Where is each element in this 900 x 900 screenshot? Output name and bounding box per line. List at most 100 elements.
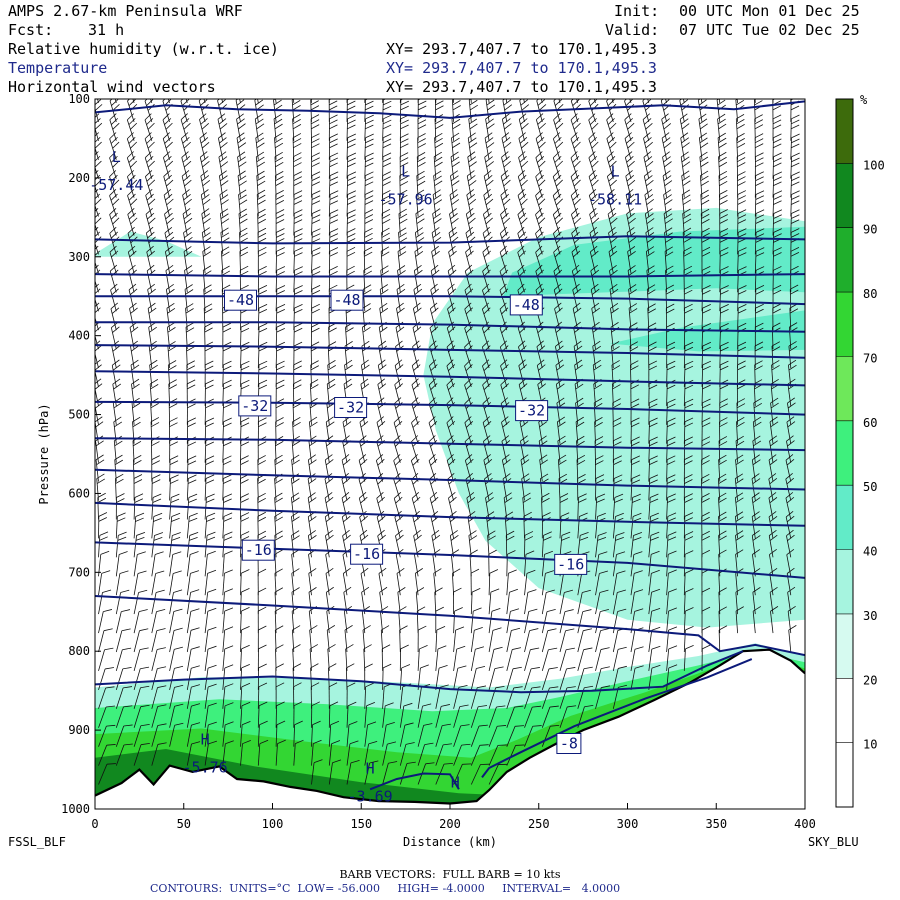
wind-barb-986 [571,208,582,236]
wind-barb-511 [346,171,357,198]
colorbar-swatch-1 [836,678,853,743]
wind-barb-505 [328,759,342,785]
wind-barb-1128 [648,398,658,425]
wind-barb-899 [524,531,534,558]
contour-label-9: -8 [556,733,582,754]
wind-barb-824 [485,492,494,520]
wind-barb-24 [98,531,109,558]
wind-barb-333 [257,246,267,274]
wind-barb-141 [151,685,167,709]
y-tick-label-7: 800 [68,644,90,658]
wind-barb-583 [382,133,392,160]
wind-barb-749 [447,473,456,501]
humidity-region-4 [95,231,202,257]
wind-barb-843 [501,151,511,179]
wind-barb-118 [146,245,156,274]
field-label-temperature: Temperature [8,59,108,77]
wind-barb-874 [506,744,525,766]
wind-barb-187 [182,208,193,236]
y-tick-label-3: 400 [68,329,90,343]
wind-barb-213 [186,703,201,728]
colorbar-label-2: 30 [863,609,877,623]
wind-barb-1374 [785,454,795,482]
wind-barb-108 [133,743,150,766]
wind-barb-756 [453,607,463,634]
wind-barb-1315 [752,435,762,463]
x-tick-label-2: 100 [262,817,284,831]
wind-barb-219 [199,132,210,160]
wind-barb-31 [98,667,115,691]
wind-barb-613 [382,702,394,728]
wind-barb-1146 [661,132,672,160]
wind-barb-308 [240,455,249,482]
wind-barb-67 [115,647,132,672]
wind-barb-836 [488,725,507,747]
wind-barb-1299 [754,133,764,160]
wind-barb-323 [240,740,251,766]
wind-barb-1043 [595,647,610,671]
wind-barb-582 [382,114,392,141]
wind-barb-355 [257,663,267,690]
wind-barb-476 [328,209,339,236]
wind-barb-759 [453,665,467,690]
wind-barb-1174 [666,664,678,690]
wind-barb-943 [541,705,559,728]
wind-barb-1035 [595,493,606,520]
wind-barb-1130 [648,436,658,463]
wind-barb-969 [559,531,571,558]
wind-barb-917 [535,208,546,236]
wind-barb-1351 [769,567,778,596]
wind-barb-849 [499,264,509,293]
wind-barb-78 [127,170,138,198]
wind-barb-1126 [648,360,658,387]
wind-barb-546 [364,133,374,160]
wind-barb-66 [115,628,131,653]
wind-barb-695 [433,151,443,179]
wind-barb-287 [222,740,234,766]
x-tick-label-8: 400 [794,817,816,831]
wind-barb-1003 [577,531,589,558]
wind-barb-243 [204,588,217,615]
wind-barb-832 [488,646,503,671]
wind-barb-975 [559,647,575,672]
wind-barb-777 [464,302,473,331]
wind-barb-1352 [769,586,778,615]
wind-barb-171 [169,570,182,596]
wind-barb-127 [150,417,160,444]
wind-barb-801 [470,763,490,785]
wind-barb-154 [165,245,174,274]
wind-barb-1179 [680,151,691,179]
wind-barb-1027 [592,340,602,369]
wind-barb-584 [382,152,392,179]
wind-barb-34 [98,724,116,747]
wind-barb-359 [257,739,269,766]
wind-barb-1301 [754,171,764,198]
colorbar-label-3: 40 [863,545,877,559]
wind-barb-1308 [754,303,764,331]
wind-barb-1048 [606,113,617,141]
contour-label-7: -16 [350,543,384,565]
wind-barb-774 [465,245,474,274]
wind-barb-574 [364,663,373,690]
wind-barb-955 [553,264,563,293]
wind-barb-237 [204,474,215,501]
wind-barb-294 [238,189,248,217]
wind-barb-985 [570,189,581,217]
wind-barb-392 [275,682,285,709]
wind-barb-114 [145,170,156,198]
wind-barb-354 [257,644,267,671]
wind-barb-405 [293,247,303,274]
wind-barb-198 [186,417,196,444]
wind-barb-245 [204,626,217,653]
wind-barb-993 [573,340,583,369]
wind-barb-372 [275,304,286,331]
wind-barb-1140 [648,626,661,653]
wind-barb-434 [310,114,320,141]
wind-barb-698 [432,208,442,236]
wind-barb-1076 [612,646,627,671]
wind-barb-537 [345,663,355,690]
contour-label-2: -48 [509,294,543,316]
wind-barb-435 [311,133,320,160]
wind-barb-1039 [595,570,609,596]
